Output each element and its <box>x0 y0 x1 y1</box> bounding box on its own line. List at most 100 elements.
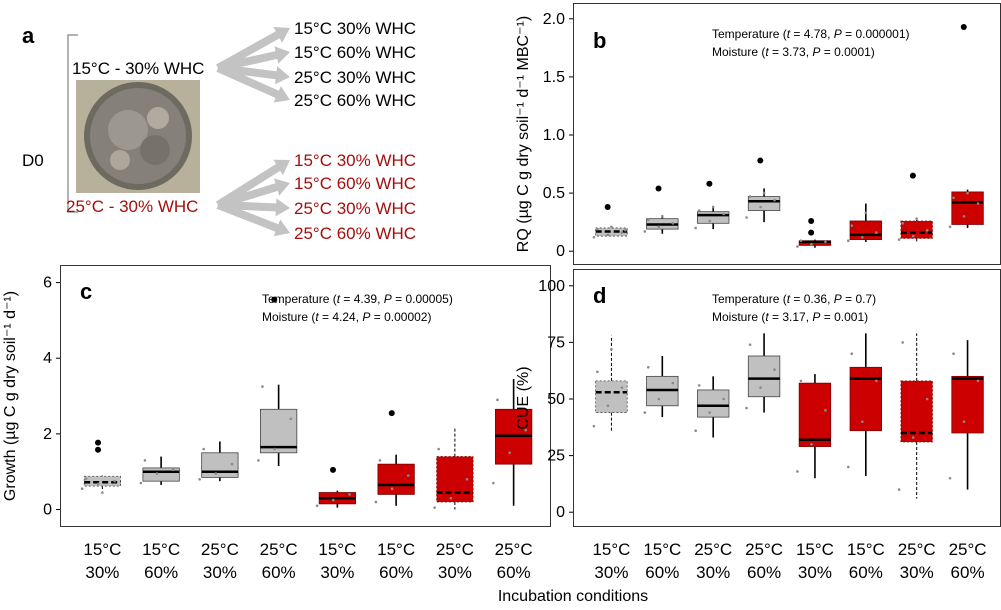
data-point <box>875 231 878 234</box>
data-point <box>592 235 596 239</box>
stat-line: Moisture (t = 3.17, P = 0.001) <box>712 310 868 324</box>
box <box>697 211 730 224</box>
x-tick-labels-right: 15°C 30% 15°C 60% 25°C 30% 25°C 60% 15°C 30% 15°C 6… <box>592 540 986 582</box>
data-point <box>966 191 969 195</box>
y-axis-title: CUE (%) <box>515 366 532 429</box>
box <box>798 382 832 447</box>
data-point <box>113 479 116 483</box>
data-point <box>875 379 878 383</box>
box <box>595 227 628 237</box>
panel-c-letter: c <box>80 279 92 304</box>
y-tick-label: 1.5 <box>543 69 565 86</box>
data-point <box>722 397 726 401</box>
target-label: 25°C 30% WHC <box>294 68 416 87</box>
box <box>951 191 984 225</box>
branch-arrow <box>217 46 290 72</box>
panel-b-letter: b <box>593 28 606 53</box>
data-point <box>824 409 827 412</box>
data-point <box>273 447 276 451</box>
branch-arrow <box>217 64 290 85</box>
y-tick-label: 1.0 <box>543 127 565 144</box>
data-point <box>143 459 147 462</box>
data-point <box>911 436 915 439</box>
stat-line: Temperature (t = 4.78, P = 0.000001) <box>712 27 910 41</box>
data-point <box>437 447 440 451</box>
branch-arrow <box>216 178 290 209</box>
data-point <box>657 225 661 229</box>
y-tick-label: 4 <box>43 350 52 367</box>
data-point <box>97 482 100 486</box>
data-point <box>198 477 201 481</box>
data-point <box>348 493 351 496</box>
outlier-point <box>808 229 815 236</box>
data-point <box>101 491 104 494</box>
data-point <box>810 242 813 246</box>
x-tick-temp: 25°C <box>495 540 533 559</box>
data-point <box>643 411 647 414</box>
data-point <box>657 397 661 401</box>
x-tick-moisture: 30% <box>85 563 119 582</box>
data-point <box>976 202 980 205</box>
outlier-point <box>655 185 662 192</box>
panel-d-cue-plot: d 0 25 50 75 100 CUE (%) Temperature (t = 0.36,… <box>515 269 1001 527</box>
x-tick-temp: 15°C <box>83 540 121 559</box>
x-tick-moisture: 30% <box>594 563 628 582</box>
target-label: 25°C 60% WHC <box>294 91 416 110</box>
x-tick-temp: 25°C <box>949 540 987 559</box>
x-tick-temp: 25°C <box>745 540 783 559</box>
data-point <box>773 198 776 202</box>
data-point <box>592 424 596 428</box>
box <box>849 366 882 432</box>
y-tick-label: 100 <box>538 278 565 295</box>
y-axis-title: Growth (µg C g dry soil⁻¹ d⁻¹) <box>2 291 19 501</box>
x-tick-temp: 15°C <box>643 540 681 559</box>
panel-b-rq-plot: b 0 0.5 1.0 1.5 2.0 RQ (µg C g dry soil⁻¹ d⁻¹ … <box>515 3 1001 265</box>
data-point <box>846 239 850 243</box>
x-tick-temp: 15°C <box>377 540 415 559</box>
data-point <box>508 451 511 455</box>
data-point <box>948 476 952 480</box>
outlier-point <box>909 172 916 179</box>
data-point <box>671 381 675 385</box>
data-point <box>864 211 868 215</box>
data-point <box>596 227 599 231</box>
box <box>951 375 984 434</box>
x-tick-temp: 15°C <box>796 540 834 559</box>
data-point <box>850 224 854 227</box>
x-tick-temp: 25°C <box>694 540 732 559</box>
data-point <box>759 205 762 209</box>
outlier-point <box>95 439 102 446</box>
panel-a-letter: a <box>22 23 35 48</box>
data-point <box>861 420 864 423</box>
data-point <box>596 370 599 374</box>
x-tick-temp: 15°C <box>847 540 885 559</box>
data-point <box>952 196 955 200</box>
y-tick-label: 75 <box>547 334 565 351</box>
box <box>377 463 415 495</box>
y-tick-label: 6 <box>43 275 52 292</box>
data-point <box>952 352 955 356</box>
data-point <box>694 226 697 230</box>
data-point <box>449 496 453 500</box>
data-point <box>465 477 469 481</box>
x-tick-moisture: 60% <box>497 563 531 582</box>
data-point <box>643 230 647 233</box>
data-point <box>810 442 813 446</box>
panel-b-frame <box>573 3 1001 265</box>
data-point <box>620 386 624 389</box>
data-point <box>799 239 803 243</box>
panel-a-scheme: a D0 15°C - 30% WHC 25°C - 30% WHC 15°C … <box>22 19 416 243</box>
box <box>697 389 730 418</box>
data-point <box>694 429 697 432</box>
outlier-point <box>706 180 713 187</box>
data-point <box>697 209 701 212</box>
target-label: 15°C 30% WHC <box>294 151 416 170</box>
data-point <box>492 481 495 485</box>
source-label-top: 15°C - 30% WHC <box>72 59 204 78</box>
outlier-point <box>330 466 337 473</box>
data-point <box>799 379 803 383</box>
data-point <box>433 506 436 509</box>
data-point <box>824 240 827 244</box>
x-tick-moisture: 30% <box>798 563 832 582</box>
x-tick-moisture: 30% <box>438 563 472 582</box>
